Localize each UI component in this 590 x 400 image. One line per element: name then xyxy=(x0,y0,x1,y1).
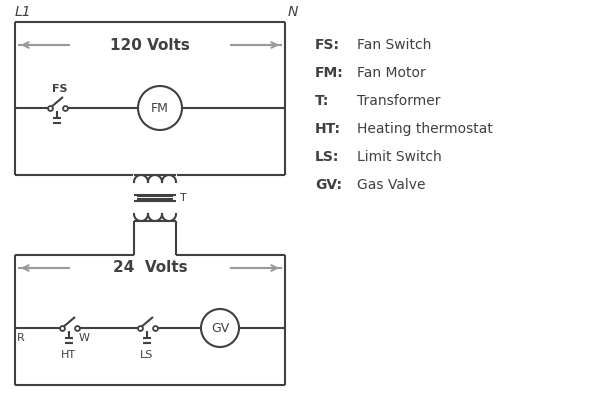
Text: GV:: GV: xyxy=(315,178,342,192)
Text: LS: LS xyxy=(140,350,153,360)
Text: LS:: LS: xyxy=(315,150,339,164)
Text: Heating thermostat: Heating thermostat xyxy=(357,122,493,136)
Text: 120 Volts: 120 Volts xyxy=(110,38,190,52)
Text: Fan Motor: Fan Motor xyxy=(357,66,426,80)
Text: Fan Switch: Fan Switch xyxy=(357,38,431,52)
Text: FS: FS xyxy=(52,84,67,94)
Text: FS:: FS: xyxy=(315,38,340,52)
Text: 24  Volts: 24 Volts xyxy=(113,260,187,276)
Text: HT: HT xyxy=(60,350,76,360)
Text: L1: L1 xyxy=(15,5,32,19)
Text: R: R xyxy=(17,333,25,343)
Text: T:: T: xyxy=(315,94,329,108)
Text: Transformer: Transformer xyxy=(357,94,441,108)
Text: N: N xyxy=(288,5,299,19)
Text: W: W xyxy=(79,333,90,343)
Text: Limit Switch: Limit Switch xyxy=(357,150,442,164)
Text: T: T xyxy=(180,193,187,203)
Text: GV: GV xyxy=(211,322,229,334)
Text: HT:: HT: xyxy=(315,122,341,136)
Text: FM:: FM: xyxy=(315,66,344,80)
Text: Gas Valve: Gas Valve xyxy=(357,178,425,192)
Text: FM: FM xyxy=(151,102,169,114)
